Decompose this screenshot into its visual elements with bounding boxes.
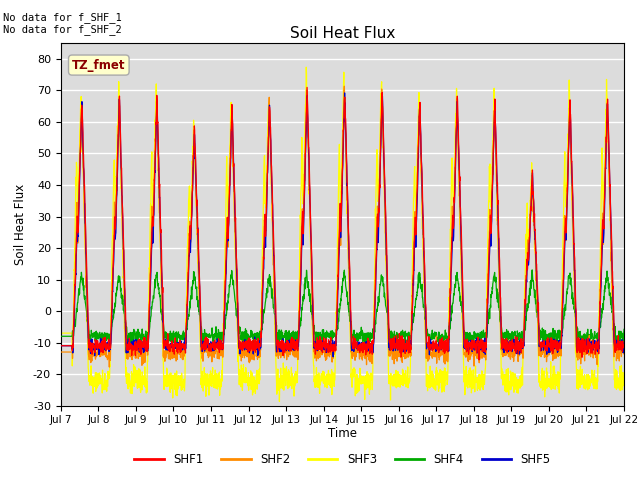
X-axis label: Time: Time <box>328 427 357 440</box>
SHF4 <box>506 336 514 342</box>
Text: No data for f_SHF_1: No data for f_SHF_1 <box>3 12 122 23</box>
SHF2 <box>214 355 222 361</box>
SHF5 <box>214 339 221 345</box>
SHF5 <box>57 343 65 348</box>
SHF2 <box>620 339 628 345</box>
SHF1 <box>507 344 515 349</box>
SHF2 <box>57 349 65 355</box>
SHF5 <box>571 267 579 273</box>
SHF4 <box>359 339 367 345</box>
Y-axis label: Soil Heat Flux: Soil Heat Flux <box>14 184 28 265</box>
SHF2 <box>340 84 348 89</box>
Line: SHF5: SHF5 <box>61 93 624 357</box>
SHF1 <box>359 350 367 356</box>
SHF2 <box>106 364 113 370</box>
SHF2 <box>507 356 515 362</box>
SHF3 <box>57 330 65 336</box>
SHF4 <box>571 310 579 315</box>
SHF5 <box>372 289 380 295</box>
Line: SHF4: SHF4 <box>61 270 624 347</box>
SHF1 <box>303 84 311 90</box>
Legend: SHF1, SHF2, SHF3, SHF4, SHF5: SHF1, SHF2, SHF3, SHF4, SHF5 <box>129 448 556 470</box>
Line: SHF3: SHF3 <box>61 67 624 401</box>
SHF3 <box>620 381 628 386</box>
SHF4 <box>620 326 628 332</box>
SHF3 <box>372 206 380 212</box>
SHF1 <box>586 346 594 352</box>
SHF3 <box>571 296 579 301</box>
SHF3 <box>359 373 367 379</box>
Text: No data for f_SHF_2: No data for f_SHF_2 <box>3 24 122 35</box>
SHF1 <box>475 357 483 363</box>
SHF1 <box>214 345 221 351</box>
SHF5 <box>330 354 337 360</box>
Line: SHF1: SHF1 <box>61 87 624 360</box>
SHF1 <box>620 345 628 351</box>
Text: TZ_fmet: TZ_fmet <box>72 59 125 72</box>
Line: SHF2: SHF2 <box>61 86 624 367</box>
SHF4 <box>57 334 65 339</box>
SHF2 <box>372 266 380 272</box>
SHF1 <box>571 255 579 261</box>
SHF5 <box>620 340 628 346</box>
SHF4 <box>214 336 221 342</box>
SHF2 <box>586 352 594 358</box>
SHF3 <box>214 373 221 379</box>
SHF1 <box>57 343 65 348</box>
SHF5 <box>340 90 348 96</box>
SHF3 <box>586 380 594 386</box>
SHF3 <box>276 398 284 404</box>
SHF5 <box>359 348 367 354</box>
SHF5 <box>507 341 515 347</box>
SHF1 <box>371 290 379 296</box>
SHF5 <box>586 344 594 350</box>
SHF4 <box>242 344 250 350</box>
SHF2 <box>571 297 579 303</box>
SHF4 <box>586 335 594 340</box>
SHF3 <box>507 368 515 374</box>
SHF4 <box>371 320 379 326</box>
SHF4 <box>529 267 536 273</box>
SHF3 <box>303 64 310 70</box>
Title: Soil Heat Flux: Soil Heat Flux <box>290 25 395 41</box>
SHF2 <box>359 351 367 357</box>
